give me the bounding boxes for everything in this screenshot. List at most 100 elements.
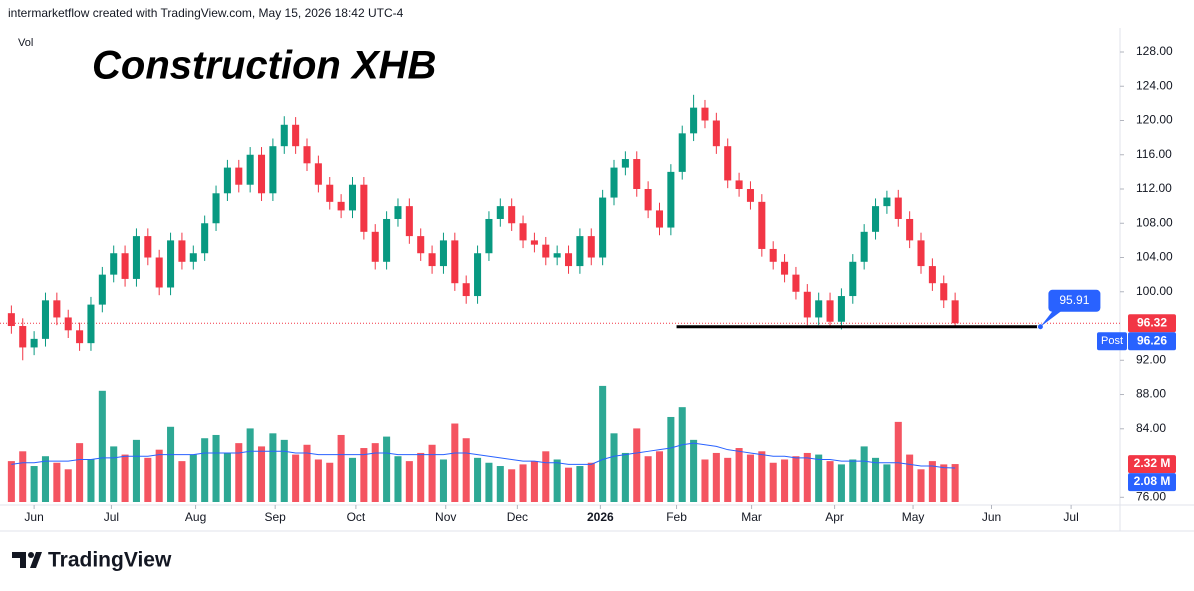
volume-bar — [87, 459, 95, 502]
volume-bar — [269, 433, 277, 502]
volume-bar — [223, 452, 231, 502]
volume-bar — [644, 456, 652, 502]
candle-body — [667, 171, 675, 228]
candle-body — [599, 197, 607, 258]
volume-bar — [417, 452, 425, 502]
candle-body — [883, 197, 891, 207]
volume-bar — [212, 434, 220, 502]
candle-body — [41, 300, 50, 339]
y-tick-label: 124.00 — [1136, 78, 1173, 92]
candle-body — [928, 266, 936, 284]
logo-icon — [12, 552, 26, 568]
x-tick-label: Jun — [24, 510, 43, 524]
candle-body — [383, 218, 391, 262]
candle-body — [87, 304, 95, 344]
volume-bars — [7, 385, 959, 502]
candle-body — [542, 244, 550, 258]
candle-body — [553, 253, 561, 258]
chart-title: Construction XHB — [92, 44, 436, 88]
candle-body — [292, 124, 300, 147]
candle-body — [576, 236, 584, 267]
candle-body — [530, 240, 538, 245]
x-tick-label: Feb — [666, 510, 687, 524]
candle-body — [371, 231, 379, 262]
candle-body — [940, 283, 948, 301]
volume-bar — [439, 459, 447, 502]
volume-bar — [906, 454, 914, 502]
volume-bar — [951, 464, 959, 502]
x-tick-label: Oct — [347, 510, 366, 524]
candle-body — [678, 133, 686, 172]
volume-bar — [792, 456, 800, 502]
y-tick-label: 100.00 — [1136, 284, 1173, 298]
volume-bar — [257, 446, 266, 502]
volume-bar — [19, 451, 27, 502]
candle-body — [587, 236, 595, 258]
candle-body — [815, 300, 823, 318]
header: intermarketflow created with TradingView… — [8, 6, 404, 20]
volume-bar — [314, 459, 322, 502]
candle-body — [712, 120, 720, 147]
volume-bar — [633, 428, 641, 502]
volume-ma-line — [11, 442, 956, 469]
candle-body — [132, 236, 140, 279]
volume-bar — [621, 452, 629, 502]
candle-body — [314, 163, 322, 185]
post-tag-box — [1097, 332, 1127, 351]
candle-body — [906, 218, 914, 241]
candle-body — [792, 274, 800, 292]
candle-body — [246, 154, 254, 185]
volume-bar — [30, 466, 38, 502]
volume-bar — [508, 469, 516, 502]
candle-body — [701, 107, 709, 121]
y-tick-label: 112.00 — [1136, 181, 1172, 195]
candle-body — [519, 223, 527, 241]
volume-bar — [110, 446, 118, 502]
candle-body — [360, 184, 368, 232]
volume-bar — [519, 464, 527, 502]
volume-bar — [76, 443, 84, 502]
volume-bar — [678, 407, 686, 502]
callout-box — [1048, 289, 1101, 312]
candle-body — [428, 253, 436, 267]
candle-body — [644, 189, 652, 211]
volume-bar — [41, 456, 50, 502]
candle-body — [565, 253, 573, 267]
candle-body — [462, 283, 470, 297]
y-tick-label: 116.00 — [1136, 147, 1172, 161]
volume-bar — [201, 438, 209, 502]
candles — [7, 94, 959, 361]
callout-label: 95.91 — [1059, 293, 1089, 307]
x-tick-label: Apr — [825, 510, 844, 524]
last-volume-label: 2.32 M — [1134, 456, 1171, 470]
footer-logo-text: TradingView — [48, 549, 172, 572]
candle-body — [144, 236, 152, 258]
candle-body — [508, 206, 516, 224]
volume-bar — [576, 466, 584, 502]
volume-bar — [917, 469, 925, 502]
volume-bar — [849, 459, 857, 502]
volume-bar — [451, 423, 459, 502]
candle-body — [155, 257, 163, 288]
volume-bar — [235, 443, 243, 502]
volume-bar — [121, 454, 129, 502]
candle-body — [496, 206, 504, 219]
candle-body — [894, 197, 902, 219]
volume-ma-label: 2.08 M — [1134, 474, 1171, 488]
x-tick-label: Jul — [1063, 510, 1078, 524]
candle-body — [485, 218, 493, 254]
volume-bar — [940, 464, 948, 502]
y-tick-label: 128.00 — [1136, 44, 1173, 58]
candle-body — [417, 236, 425, 254]
volume-bar — [565, 467, 573, 502]
volume-bar — [599, 385, 607, 502]
volume-bar — [189, 454, 197, 502]
footer-logo: TradingView — [12, 549, 172, 572]
volume-bar — [837, 464, 845, 502]
candle-body — [337, 201, 345, 211]
candle-body — [826, 300, 834, 322]
volume-bar — [53, 462, 61, 502]
candle-body — [212, 193, 220, 224]
